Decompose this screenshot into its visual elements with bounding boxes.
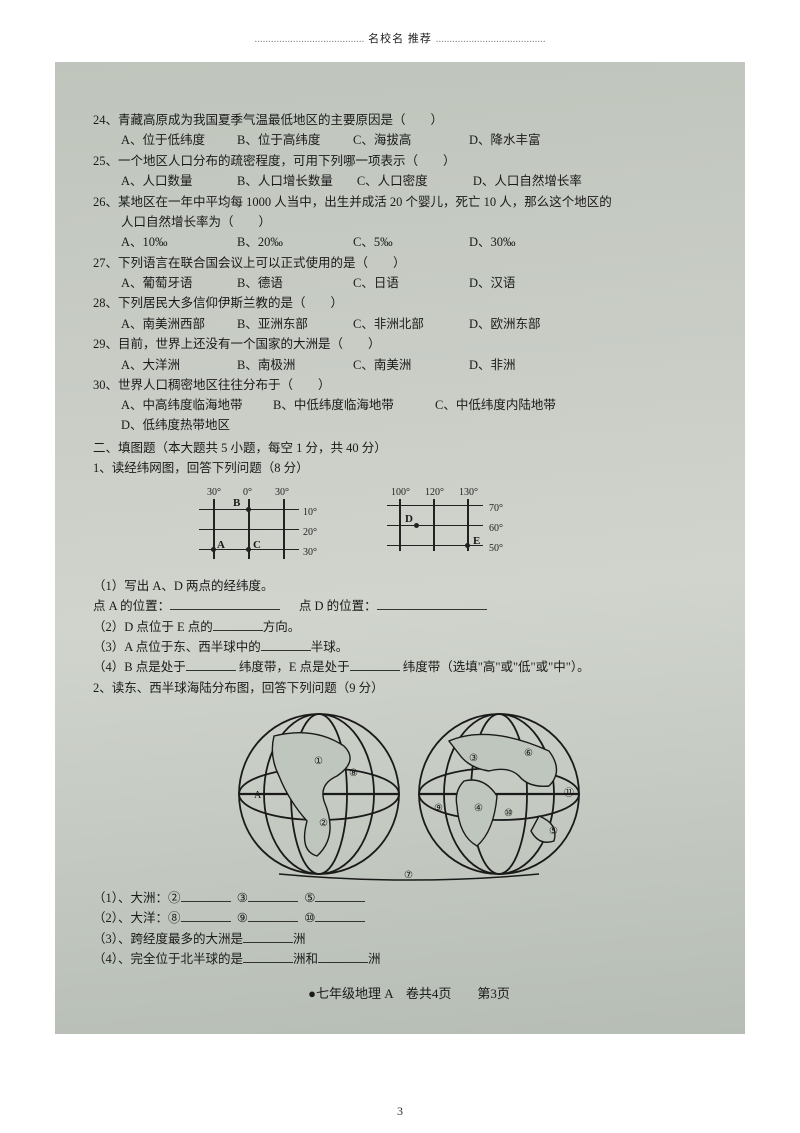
- q25-d: D、人口自然增长率: [473, 172, 582, 191]
- q26-b: B、20‰: [237, 233, 329, 252]
- g2-t2: 120°: [425, 485, 444, 501]
- fill-1-1: （1）写出 A、D 两点的经纬度。: [93, 577, 725, 596]
- q28-b: B、亚洲东部: [237, 315, 329, 334]
- q30-a: A、中高纬度临海地带: [121, 396, 261, 415]
- fill-3: （3）A 点位于东、西半球中的半球。: [93, 638, 725, 657]
- q30-d: D、低纬度热带地区: [121, 416, 251, 435]
- svg-text:⑪: ⑪: [564, 787, 574, 799]
- q29-d: D、非洲: [469, 356, 561, 375]
- q26-c: C、5‰: [353, 233, 445, 252]
- q30-stem: 30、世界人口稠密地区往往分布于（ ）: [93, 376, 725, 395]
- svg-text:③: ③: [469, 753, 478, 764]
- svg-text:⑥: ⑥: [524, 748, 533, 759]
- q25-stem: 25、一个地区人口分布的疏密程度，可用下列哪一项表示（ ）: [93, 152, 725, 171]
- q26-d: D、30‰: [469, 233, 561, 252]
- g2-r3: 50°: [489, 541, 503, 557]
- fill-1-2: 点 A 的位置： 点 D 的位置：: [93, 597, 725, 616]
- q24-b: B、位于高纬度: [237, 131, 329, 150]
- g2-r1: 70°: [489, 501, 503, 517]
- fill-q2: 2、读东、西半球海陆分布图，回答下列问题（9 分）: [93, 679, 725, 698]
- g2-t1: 100°: [391, 485, 410, 501]
- svg-text:⑨: ⑨: [434, 803, 443, 814]
- g1-r1: 10°: [303, 505, 317, 521]
- q25-c: C、人口密度: [357, 172, 449, 191]
- q29-c: C、南美洲: [353, 356, 445, 375]
- section2-title: 二、填图题（本大题共 5 小题，每空 1 分，共 40 分）: [93, 439, 725, 458]
- q24-a: A、位于低纬度: [121, 131, 213, 150]
- q27-opts: A、葡萄牙语 B、德语 C、日语 D、汉语: [121, 274, 725, 293]
- q30-c: C、中低纬度内陆地带: [435, 396, 585, 415]
- header-title: 名校名 推荐: [368, 33, 432, 45]
- grid-right: 100° 120° 130° 70° 60° 50° D E: [383, 487, 523, 559]
- lat-long-grids: 30° 0° 30° 10° 20° 30° B A C 100°: [193, 487, 725, 569]
- q27-stem: 27、下列语言在联合国会议上可以正式使用的是（ ）: [93, 254, 725, 273]
- q29-stem: 29、目前，世界上还没有一个国家的大洲是（ ）: [93, 335, 725, 354]
- g1-B: B: [233, 495, 240, 512]
- svg-text:②: ②: [319, 818, 328, 829]
- q26-stem2: 人口自然增长率为（ ）: [121, 213, 725, 232]
- q29-opts: A、大洋洲 B、南极洲 C、南美洲 D、非洲: [121, 356, 725, 375]
- grid-left: 30° 0° 30° 10° 20° 30° B A C: [193, 487, 323, 569]
- g1-r2: 20°: [303, 525, 317, 541]
- q25-a: A、人口数量: [121, 172, 213, 191]
- q30-opts: A、中高纬度临海地带 B、中低纬度临海地带 C、中低纬度内陆地带 D、低纬度热带…: [121, 396, 725, 435]
- q30-b: B、中低纬度临海地带: [273, 396, 423, 415]
- g2-D: D: [405, 511, 413, 528]
- svg-text:⑤: ⑤: [549, 826, 558, 837]
- g1-r3: 30°: [303, 545, 317, 561]
- q27-d: D、汉语: [469, 274, 561, 293]
- q28-stem: 28、下列居民大多信仰伊斯兰教的是（ ）: [93, 294, 725, 313]
- ans-2: （2）、大洋：⑧ ⑨ ⑩: [93, 909, 725, 928]
- fill-2: （2）D 点位于 E 点的方向。: [93, 618, 725, 637]
- g2-t3: 130°: [459, 485, 478, 501]
- ans-4: （4）、完全位于北半球的是洲和洲: [93, 950, 725, 969]
- header-dots-right: ........................................: [436, 33, 546, 45]
- q28-a: A、南美洲西部: [121, 315, 213, 334]
- q25-opts: A、人口数量 B、人口增长数量 C、人口密度 D、人口自然增长率: [121, 172, 725, 191]
- g1-t3: 30°: [275, 485, 289, 501]
- q28-c: C、非洲北部: [353, 315, 445, 334]
- scan-footer: ●七年级地理 A 卷共4页 第3页: [93, 984, 725, 1004]
- q24-opts: A、位于低纬度 B、位于高纬度 C、海拔高 D、降水丰富: [121, 131, 725, 150]
- q25-b: B、人口增长数量: [237, 172, 333, 191]
- q29-b: B、南极洲: [237, 356, 329, 375]
- g1-A: A: [217, 537, 225, 554]
- svg-text:①: ①: [314, 756, 323, 767]
- q29-a: A、大洋洲: [121, 356, 213, 375]
- q27-c: C、日语: [353, 274, 445, 293]
- g2-E: E: [473, 533, 480, 550]
- svg-text:⑩: ⑩: [504, 808, 513, 819]
- q27-a: A、葡萄牙语: [121, 274, 213, 293]
- hemisphere-map: A ① ⑧ ② ③ ⑥ ④: [93, 706, 725, 881]
- q26-a: A、10‰: [121, 233, 213, 252]
- q28-d: D、欧洲东部: [469, 315, 561, 334]
- page-header: ........................................…: [55, 30, 745, 46]
- scanned-page: 24、青藏高原成为我国夏季气温最低地区的主要原因是（ ） A、位于低纬度 B、位…: [55, 62, 745, 1034]
- fill-q1: 1、读经纬网图，回答下列问题（8 分）: [93, 459, 725, 478]
- g2-r2: 60°: [489, 521, 503, 537]
- page-number: 3: [0, 1104, 800, 1119]
- q26-opts: A、10‰ B、20‰ C、5‰ D、30‰: [121, 233, 725, 252]
- q26-stem1: 26、某地区在一年中平均每 1000 人当中，出生并成活 20 个婴儿，死亡 1…: [93, 193, 725, 212]
- header-dots-left: ........................................: [254, 33, 364, 45]
- q28-opts: A、南美洲西部 B、亚洲东部 C、非洲北部 D、欧洲东部: [121, 315, 725, 334]
- q24-stem: 24、青藏高原成为我国夏季气温最低地区的主要原因是（ ）: [93, 111, 725, 130]
- svg-text:④: ④: [474, 803, 483, 814]
- ans-1: （1）、大洲：② ③ ⑤: [93, 889, 725, 908]
- ans-3: （3）、跨经度最多的大洲是洲: [93, 930, 725, 949]
- svg-text:⑧: ⑧: [349, 768, 358, 779]
- fill-4: （4）B 点是处于 纬度带，E 点是处于 纬度带（选填"高"或"低"或"中"）。: [93, 658, 725, 677]
- q24-d: D、降水丰富: [469, 131, 561, 150]
- svg-text:A: A: [254, 790, 262, 801]
- g1-C: C: [253, 537, 261, 554]
- q27-b: B、德语: [237, 274, 329, 293]
- q24-c: C、海拔高: [353, 131, 445, 150]
- svg-text:⑦: ⑦: [404, 870, 413, 881]
